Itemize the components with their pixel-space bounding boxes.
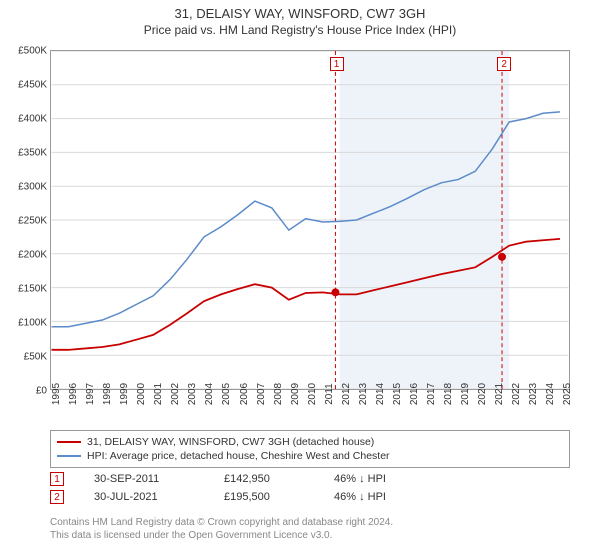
- legend-swatch: [57, 455, 81, 457]
- x-axis-label: 1995: [51, 383, 62, 405]
- x-axis-label: 2002: [170, 383, 181, 405]
- x-axis-label: 1996: [68, 383, 79, 405]
- sale-row-marker: 1: [50, 472, 64, 486]
- y-axis-label: £400K: [18, 114, 47, 125]
- chart-container: 31, DELAISY WAY, WINSFORD, CW7 3GH Price…: [0, 0, 600, 560]
- chart-plot-area: 12£0£50K£100K£150K£200K£250K£300K£350K£4…: [50, 50, 570, 390]
- x-axis-label: 1998: [102, 383, 113, 405]
- legend-swatch: [57, 441, 81, 443]
- x-axis-label: 2015: [392, 383, 403, 405]
- x-axis-label: 2017: [426, 383, 437, 405]
- x-axis-label: 2011: [324, 383, 335, 405]
- legend-label: HPI: Average price, detached house, Ches…: [87, 450, 390, 462]
- x-axis-label: 2014: [375, 383, 386, 405]
- x-axis-label: 2024: [545, 383, 556, 405]
- y-axis-label: £150K: [18, 284, 47, 295]
- x-axis-label: 2020: [477, 383, 488, 405]
- x-axis-label: 1999: [119, 383, 130, 405]
- sale-date: 30-JUL-2021: [94, 491, 194, 503]
- legend: 31, DELAISY WAY, WINSFORD, CW7 3GH (deta…: [50, 430, 570, 468]
- y-axis-label: £350K: [18, 148, 47, 159]
- x-axis-label: 2019: [460, 383, 471, 405]
- x-axis-label: 2006: [239, 383, 250, 405]
- sale-vs-hpi: 46% ↓ HPI: [334, 491, 434, 503]
- x-axis-label: 2004: [204, 383, 215, 405]
- x-axis-label: 2009: [290, 383, 301, 405]
- sale-row: 1 30-SEP-2011 £142,950 46% ↓ HPI: [50, 470, 570, 488]
- y-axis-label: £100K: [18, 318, 47, 329]
- sale-price: £142,950: [224, 473, 304, 485]
- x-axis-label: 2025: [562, 383, 573, 405]
- x-axis-label: 2013: [358, 383, 369, 405]
- y-axis-label: £500K: [18, 46, 47, 57]
- sales-table: 1 30-SEP-2011 £142,950 46% ↓ HPI 2 30-JUL-202…: [50, 470, 570, 506]
- x-axis-label: 2005: [221, 383, 232, 405]
- x-axis-label: 2021: [494, 383, 505, 405]
- x-axis-label: 2003: [187, 383, 198, 405]
- y-axis-label: £300K: [18, 182, 47, 193]
- x-axis-label: 2000: [136, 383, 147, 405]
- y-axis-label: £200K: [18, 250, 47, 261]
- x-axis-label: 2012: [341, 383, 352, 405]
- chart-title: 31, DELAISY WAY, WINSFORD, CW7 3GH: [0, 0, 600, 21]
- x-axis-label: 1997: [85, 383, 96, 405]
- legend-row: HPI: Average price, detached house, Ches…: [57, 449, 563, 463]
- y-axis-label: £50K: [24, 352, 47, 363]
- credits: Contains HM Land Registry data © Crown c…: [50, 516, 393, 542]
- sale-marker: 1: [330, 57, 344, 71]
- chart-svg: [51, 51, 569, 389]
- y-axis-label: £250K: [18, 216, 47, 227]
- legend-label: 31, DELAISY WAY, WINSFORD, CW7 3GH (deta…: [87, 436, 374, 448]
- x-axis-label: 2007: [256, 383, 267, 405]
- x-axis-label: 2010: [307, 383, 318, 405]
- sale-row: 2 30-JUL-2021 £195,500 46% ↓ HPI: [50, 488, 570, 506]
- x-axis-label: 2018: [443, 383, 454, 405]
- sale-vs-hpi: 46% ↓ HPI: [334, 473, 434, 485]
- legend-row: 31, DELAISY WAY, WINSFORD, CW7 3GH (deta…: [57, 435, 563, 449]
- sale-date: 30-SEP-2011: [94, 473, 194, 485]
- x-axis-label: 2016: [409, 383, 420, 405]
- credits-line2: This data is licensed under the Open Gov…: [50, 529, 393, 542]
- sale-row-marker: 2: [50, 490, 64, 504]
- y-axis-label: £450K: [18, 80, 47, 91]
- x-axis-label: 2022: [511, 383, 522, 405]
- x-axis-label: 2001: [153, 383, 164, 405]
- x-axis-label: 2008: [273, 383, 284, 405]
- chart-subtitle: Price paid vs. HM Land Registry's House …: [0, 21, 600, 43]
- sale-marker: 2: [497, 57, 511, 71]
- sale-price: £195,500: [224, 491, 304, 503]
- x-axis-label: 2023: [528, 383, 539, 405]
- credits-line1: Contains HM Land Registry data © Crown c…: [50, 516, 393, 529]
- y-axis-label: £0: [36, 386, 47, 397]
